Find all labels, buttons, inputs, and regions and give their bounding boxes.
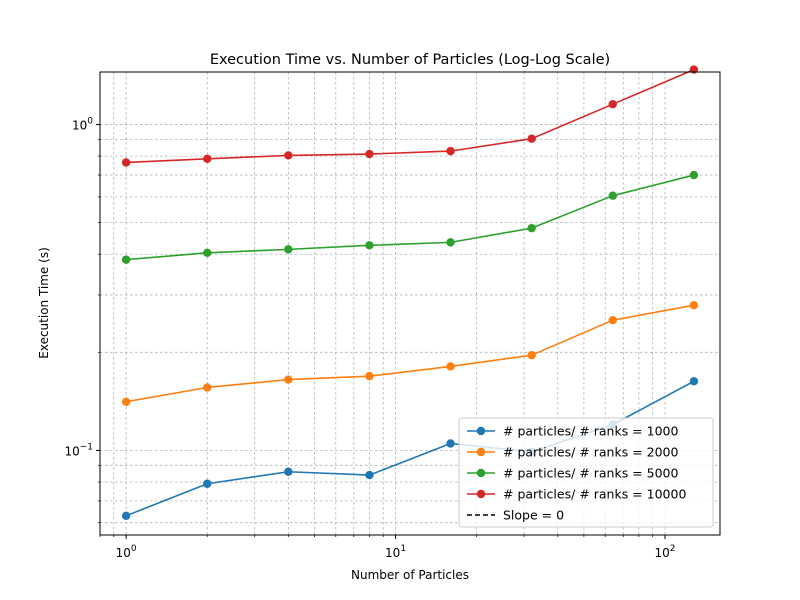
y-axis-label: Execution Time (s): [37, 247, 51, 359]
data-point: [608, 99, 617, 109]
legend-marker: [476, 426, 486, 436]
x-tick-label: 102: [654, 544, 675, 560]
data-point: [527, 350, 536, 360]
data-point: [446, 439, 455, 448]
legend-label: Slope = 0: [503, 508, 564, 523]
data-point: [203, 154, 212, 164]
data-point: [203, 248, 212, 258]
data-point: [284, 245, 293, 254]
data-point: [121, 158, 131, 167]
chart-title: Execution Time vs. Number of Particles (…: [210, 52, 610, 68]
legend-marker: [476, 447, 486, 457]
legend-box: [458, 417, 714, 528]
data-point: [689, 65, 699, 74]
data-point: [121, 511, 131, 520]
legend-marker: [476, 489, 486, 499]
y-tick-label: 100: [72, 117, 93, 133]
data-point: [446, 146, 455, 156]
legend-label: # particles/ # ranks = 1000: [503, 424, 678, 439]
data-point: [689, 170, 699, 180]
data-point: [446, 362, 455, 371]
data-point: [203, 383, 212, 392]
data-point: [284, 467, 293, 476]
legend-item: Slope = 0: [467, 508, 564, 523]
y-tick-label: 10−1: [64, 442, 93, 458]
legend-label: # particles/ # ranks = 10000: [503, 487, 686, 502]
data-point: [689, 377, 699, 386]
legend-label: # particles/ # ranks = 5000: [503, 466, 678, 481]
series-2: [121, 301, 699, 406]
series-line: [126, 68, 695, 164]
data-point: [608, 191, 617, 200]
legend-label: # particles/ # ranks = 2000: [503, 445, 678, 460]
data-point: [284, 375, 293, 384]
x-tick-label: 100: [116, 544, 137, 560]
data-point: [203, 479, 212, 488]
data-point: [446, 238, 455, 247]
series-line: [125, 304, 695, 403]
ticks: 100 101 102 10−1 100: [64, 117, 675, 560]
data-point: [689, 301, 699, 310]
series-3: [121, 170, 699, 264]
series-group: [121, 65, 699, 520]
series-4: [121, 65, 699, 167]
data-point: [527, 223, 536, 233]
legend-item: # particles/ # ranks = 5000: [467, 466, 678, 481]
data-point: [284, 151, 293, 160]
legend-item: # particles/ # ranks = 1000: [467, 424, 678, 439]
x-axis-label: Number of Particles: [351, 568, 469, 582]
data-point: [365, 470, 374, 480]
legend-item: # particles/ # ranks = 2000: [467, 445, 678, 460]
legend: # particles/ # ranks = 1000 # particles/ …: [458, 417, 714, 528]
legend-item: # particles/ # ranks = 10000: [467, 487, 686, 502]
data-point: [608, 315, 617, 325]
data-point: [365, 241, 374, 250]
data-point: [365, 371, 374, 381]
data-point: [527, 134, 536, 143]
x-tick-label: 101: [385, 544, 406, 560]
series-line: [126, 174, 695, 261]
data-point: [365, 149, 374, 159]
plot-frame: [99, 71, 721, 536]
legend-marker: [476, 468, 486, 478]
data-point: [121, 397, 131, 406]
data-point: [121, 255, 131, 264]
